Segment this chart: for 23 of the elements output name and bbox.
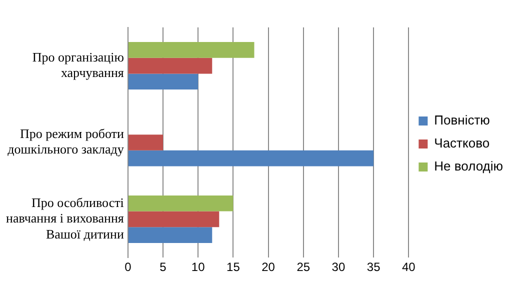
x-tick-label: 0 [124,260,132,274]
bar [128,134,164,150]
bar [128,74,198,90]
x-tick-label: 30 [332,260,346,274]
bar [128,227,212,244]
legend-label: Частково [434,136,490,151]
bar [128,211,220,228]
x-tick-label: 15 [226,260,240,274]
x-tick-label: 40 [402,260,416,274]
bar [128,58,212,74]
bar [128,195,234,212]
bar [128,42,254,58]
x-tick-label: 20 [262,260,276,274]
x-tick-label: 5 [160,260,167,274]
legend-label: Повністю [434,112,490,128]
x-tick-label: 25 [296,260,310,274]
x-tick-label: 10 [191,260,206,274]
y-tick-label: Про організацію харчування [32,49,124,80]
legend-label: Не володію [434,158,504,174]
y-tick-label: Про особливості навчання і виховання Вашої дитини [6,195,124,242]
bar [128,150,374,166]
x-tick-label: 35 [366,260,381,274]
y-tick-label: Про режим роботи дошкільного закладу [8,126,124,157]
